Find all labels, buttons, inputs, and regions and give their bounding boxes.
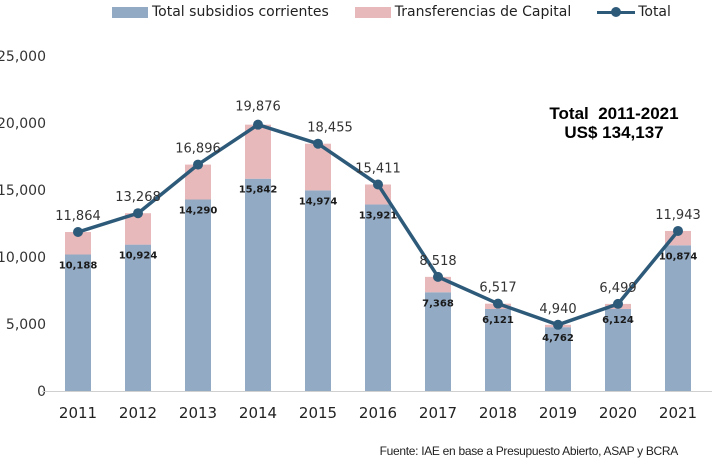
bar-subsidios-corrientes [185, 199, 211, 391]
bar-value-label: 10,188 [59, 260, 98, 271]
y-tick-label: 25,000 [0, 49, 46, 65]
total-annotation-period: Total 2011-2021 [549, 104, 679, 123]
x-tick-label: 2017 [419, 404, 457, 422]
bar-subsidios-corrientes [245, 178, 271, 391]
total-value-label: 6,499 [599, 281, 636, 296]
total-value-label: 8,518 [419, 254, 456, 269]
source-note: Fuente: IAE en base a Presupuesto Abiert… [379, 444, 679, 458]
x-tick-label: 2015 [299, 404, 337, 422]
x-tick-label: 2020 [599, 404, 637, 422]
total-value-label: 16,896 [175, 142, 221, 157]
bar-value-label: 14,290 [179, 206, 218, 217]
bar-value-label: 13,921 [359, 210, 398, 221]
bar-value-label: 10,874 [659, 251, 698, 262]
x-tick-label: 2014 [239, 404, 277, 422]
total-point-marker [433, 271, 443, 282]
y-tick-label: 20,000 [0, 116, 46, 132]
legend-swatch-transferencias [354, 6, 391, 18]
bar-value-label: 14,974 [299, 196, 338, 207]
bar-subsidios-corrientes [65, 254, 91, 391]
total-point-marker [373, 179, 383, 190]
x-axis: 2011 2012 2013 2014 2015 2016 2017 2018 2019 2020… [59, 404, 697, 422]
bar-labels: 10,188 10,924 14,290 15,842 14,974 13,921 7,36… [59, 185, 698, 344]
legend-line-marker-icon [597, 6, 636, 18]
y-tick-label: 15,000 [0, 183, 46, 199]
total-point-marker [73, 227, 83, 238]
total-annotation-value: US$ 134,137 [564, 123, 664, 142]
y-axis: 0 5,000 10,000 15,000 20,000 25,000 [0, 49, 46, 400]
bar-value-label: 10,924 [119, 251, 158, 262]
legend-label: Total subsidios corrientes [152, 4, 329, 20]
legend-label: Total [638, 4, 671, 20]
bar-value-label: 6,121 [482, 315, 514, 326]
total-value-label: 6,517 [479, 281, 516, 296]
x-tick-label: 2021 [659, 404, 697, 422]
bar-subsidios-corrientes [425, 292, 451, 391]
x-tick-label: 2016 [359, 404, 397, 422]
bar-subsidios-corrientes [605, 308, 631, 391]
total-value-label: 11,864 [55, 209, 101, 224]
bar-subsidios-corrientes [125, 244, 151, 391]
total-value-label: 18,455 [307, 121, 353, 136]
y-tick-label: 5,000 [6, 317, 46, 333]
legend-item-total: Total [597, 4, 671, 20]
legend-label: Transferencias de Capital [394, 4, 572, 20]
x-tick-label: 2013 [179, 404, 217, 422]
bar-subsidios-corrientes [485, 308, 511, 391]
bar-value-label: 4,762 [542, 333, 574, 344]
total-point-marker [133, 208, 143, 219]
bar-subsidios-corrientes [365, 204, 391, 391]
total-value-label: 13,268 [115, 190, 161, 205]
bar-value-label: 15,842 [239, 185, 278, 196]
total-point-marker [673, 225, 683, 236]
legend-item-subsidios: Total subsidios corrientes [112, 4, 329, 20]
total-labels: 11,864 13,268 16,896 19,876 18,455 15,411 8,51… [55, 100, 701, 317]
total-point-marker [193, 159, 203, 170]
bar-transferencias-capital [365, 184, 391, 205]
x-tick-label: 2011 [59, 404, 97, 422]
bar-transferencias-capital [245, 124, 271, 179]
total-point-marker [253, 119, 263, 130]
total-line [73, 119, 683, 330]
bar-value-label: 7,368 [422, 298, 454, 309]
total-point-marker [613, 298, 623, 309]
total-value-label: 19,876 [235, 100, 281, 115]
total-value-label: 4,940 [539, 302, 576, 317]
total-point-marker [553, 319, 563, 330]
y-tick-label: 0 [37, 384, 46, 400]
bar-value-label: 6,124 [602, 315, 634, 326]
bar-transferencias-capital [125, 213, 151, 245]
total-value-label: 15,411 [355, 161, 401, 176]
total-point-marker [493, 298, 503, 309]
bar-subsidios-corrientes [545, 327, 571, 391]
x-tick-label: 2019 [539, 404, 577, 422]
y-tick-label: 10,000 [0, 250, 46, 266]
bar-subsidios-corrientes [305, 190, 331, 391]
legend-item-transferencias: Transferencias de Capital [354, 4, 572, 20]
total-annotation: Total 2011-2021 US$ 134,137 [514, 104, 714, 142]
bar-transferencias-capital [665, 230, 691, 246]
total-value-label: 11,943 [655, 208, 701, 223]
x-tick-label: 2018 [479, 404, 517, 422]
x-tick-label: 2012 [119, 404, 157, 422]
legend-swatch-subsidios [112, 6, 148, 18]
bar-subsidios-corrientes [665, 245, 691, 391]
legend: Total subsidios corrientes Transferencia… [112, 2, 697, 22]
total-point-marker [313, 138, 323, 149]
bar-transferencias-capital [65, 232, 91, 255]
bars [65, 124, 691, 391]
